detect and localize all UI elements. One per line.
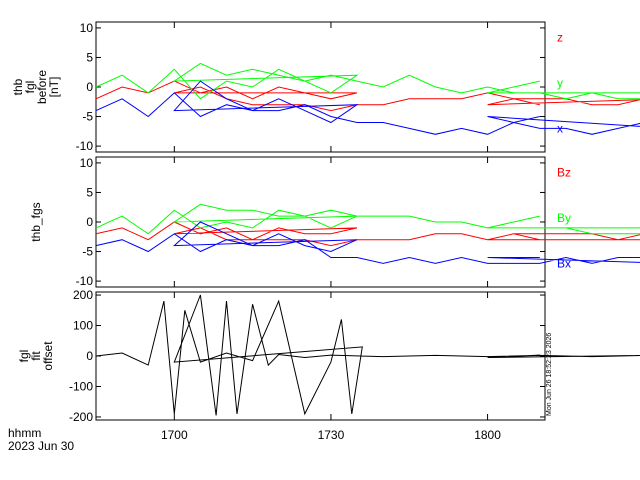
panel-frame xyxy=(95,156,546,288)
y-tick-label: 200 xyxy=(73,288,93,302)
y-axis-label: [nT] xyxy=(47,77,61,98)
y-tick-label: 0 xyxy=(86,349,93,363)
y-tick-label: -5 xyxy=(82,110,93,124)
series-line-By xyxy=(95,203,640,235)
x-tick-label: 1800 xyxy=(474,428,501,442)
y-tick-label: -200 xyxy=(69,410,93,424)
y-axis-label: thb xyxy=(11,78,25,95)
y-tick-label: 10 xyxy=(80,21,94,35)
x-axis-title-line1: hhmm xyxy=(8,426,41,440)
y-tick-label: -10 xyxy=(76,274,94,288)
series-line-offset xyxy=(95,294,640,416)
x-axis-title-line2: 2023 Jun 30 xyxy=(8,439,74,453)
legend-label-By: By xyxy=(557,211,571,225)
y-tick-label: 5 xyxy=(86,185,93,199)
timestamp-label: Mon Jun 26 18:52:23 2026 xyxy=(546,333,553,416)
legend-label-Bx: Bx xyxy=(557,257,571,271)
y-tick-label: 10 xyxy=(80,156,94,170)
y-axis-label: fit xyxy=(29,351,43,361)
series-line-Bz xyxy=(95,221,640,247)
y-axis-label: thb_fgs xyxy=(29,202,43,241)
y-tick-label: 0 xyxy=(86,80,93,94)
series-line-x xyxy=(95,80,640,135)
series-line-z xyxy=(95,80,640,112)
legend-label-x: x xyxy=(557,122,563,136)
panel-2: 10 5 0 -5 -10 thb_fgs Bz By Bx xyxy=(29,156,640,288)
y-axis-label: fgl xyxy=(17,350,31,363)
legend-label-z: z xyxy=(557,31,563,45)
series-line-Bx xyxy=(95,221,640,264)
y-tick-label: 5 xyxy=(86,50,93,64)
x-tick-label: 1700 xyxy=(161,428,188,442)
y-tick-label: -100 xyxy=(69,379,93,393)
y-axis-label: offset xyxy=(41,341,55,371)
x-tick-label: 1730 xyxy=(318,428,345,442)
legend-label-y: y xyxy=(557,76,563,90)
y-tick-label: -10 xyxy=(76,139,94,153)
y-tick-label: 100 xyxy=(73,319,93,333)
series-line-y xyxy=(95,62,640,100)
y-axis-label: fgl xyxy=(23,81,37,94)
y-tick-label: -5 xyxy=(82,245,93,259)
legend-label-Bz: Bz xyxy=(557,166,571,180)
y-axis-label: before xyxy=(35,70,49,104)
y-tick-label: 0 xyxy=(86,215,93,229)
